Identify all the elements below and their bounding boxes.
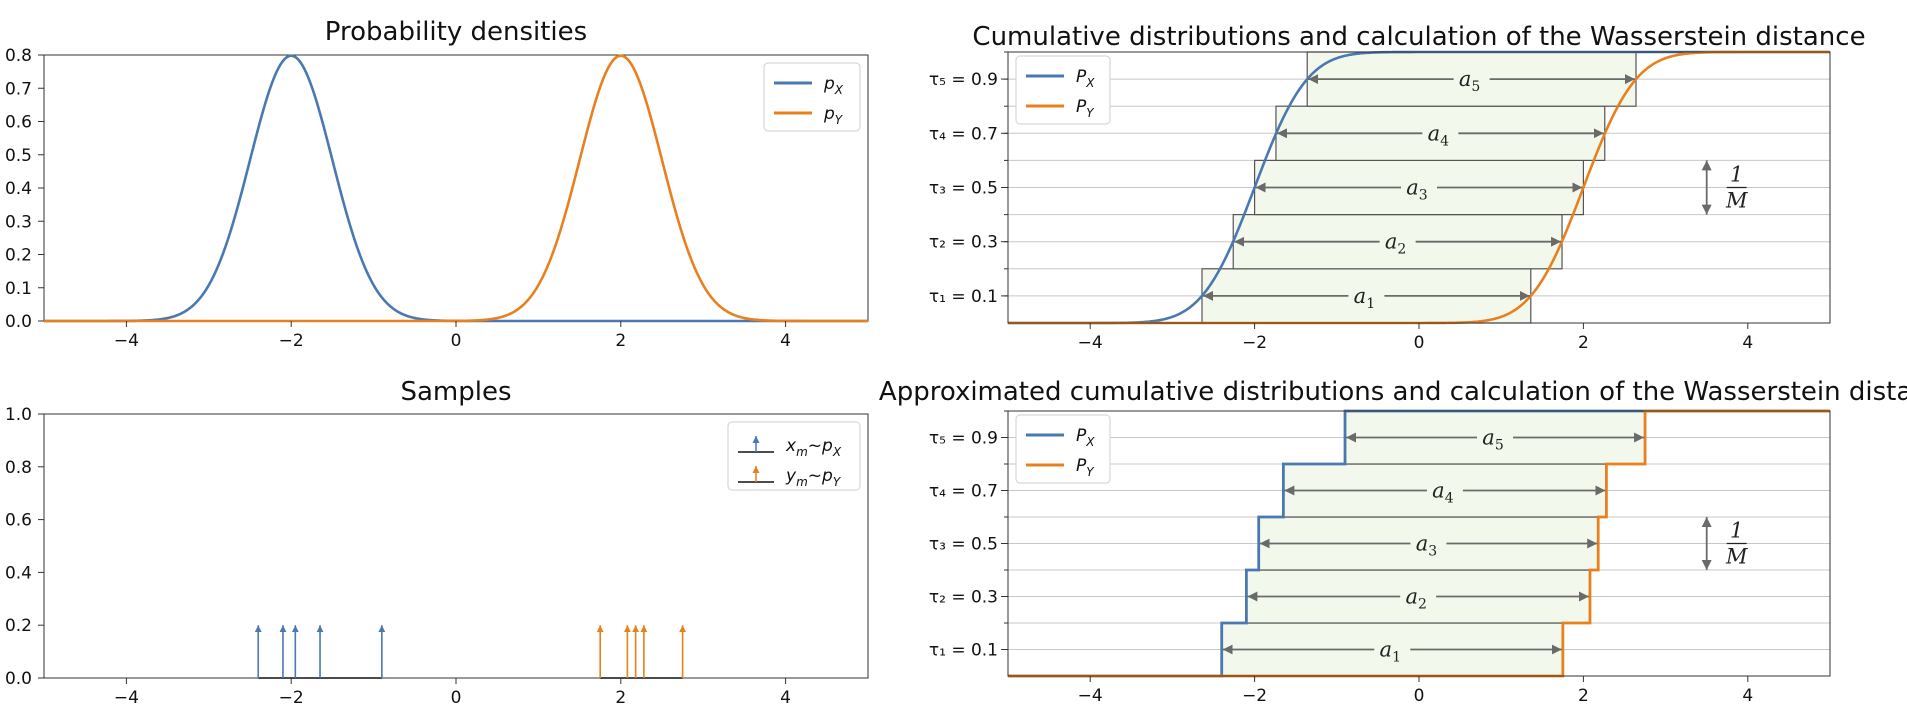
- legend-label: PX: [1076, 426, 1095, 449]
- x-tick-label: 2: [1578, 686, 1589, 705]
- y-tick-label: 0.3: [5, 212, 32, 232]
- distance-label: a1: [1354, 284, 1375, 312]
- label-bg: [1374, 635, 1411, 662]
- chart-approx_cdf: Approximated cumulative distributions an…: [879, 377, 1907, 705]
- x-tick-label: 0: [1414, 333, 1425, 353]
- legend-label: ym~pY: [785, 466, 842, 489]
- series-line-p_X: [44, 54, 868, 323]
- distance-label: a3: [1406, 176, 1427, 204]
- legend-label: PY: [1076, 456, 1095, 479]
- y-tick-label: 0.0: [5, 669, 32, 689]
- x-tick-label: −4: [114, 688, 139, 705]
- label-bg: [1400, 582, 1437, 609]
- legend-label: pY: [823, 104, 844, 127]
- y-tick-label: τ₅ = 0.9: [929, 70, 998, 90]
- y-tick-label: τ₄ = 0.7: [929, 482, 998, 502]
- y-tick-label: 0.2: [5, 616, 32, 636]
- step-label-den: M: [1725, 189, 1748, 213]
- y-tick-label: 0.8: [5, 458, 32, 478]
- legend-label: xm~pX: [785, 436, 842, 459]
- label-bg: [1379, 227, 1416, 254]
- x-tick-label: 0: [1414, 686, 1425, 705]
- distance-label: a5: [1459, 67, 1480, 95]
- x-tick-label: 4: [1742, 333, 1753, 353]
- legend-label: PX: [1076, 67, 1095, 90]
- legend-label: pX: [823, 74, 844, 97]
- x-tick-label: 0: [451, 331, 462, 351]
- chart-cdf: Cumulative distributions and calculation…: [929, 22, 1866, 353]
- y-tick-label: 1.0: [5, 405, 32, 425]
- label-bg: [1477, 423, 1514, 450]
- chart-samples: Samples −4 −2 0 2 4 0.0 0.2 0.4 0.6 0.8 1.0 xm~pX ym~…: [5, 377, 869, 705]
- x-tick-label: 0: [451, 688, 462, 705]
- label-bg: [1348, 281, 1385, 308]
- y-tick-label: 0.2: [5, 246, 32, 266]
- distance-label: a4: [1432, 479, 1454, 507]
- x-tick-label: 2: [1578, 333, 1589, 353]
- legend-box: [1015, 55, 1111, 125]
- label-bg: [1453, 65, 1490, 92]
- x-tick-label: −2: [279, 331, 304, 351]
- step-label-num: 1: [1730, 163, 1743, 187]
- x-tick-label: −4: [1078, 686, 1103, 705]
- label-bg: [1410, 529, 1447, 556]
- y-tick-label: τ₃ = 0.5: [929, 535, 998, 555]
- distance-label: a1: [1380, 638, 1401, 666]
- x-tick-label: −4: [114, 331, 139, 351]
- legend-box: [727, 421, 861, 491]
- y-tick-label: 0.6: [5, 113, 32, 133]
- y-tick-label: τ₁ = 0.1: [929, 641, 998, 661]
- x-tick-label: −2: [1242, 686, 1267, 705]
- y-tick-label: 0.8: [5, 46, 32, 66]
- y-tick-label: 0.4: [5, 179, 32, 199]
- x-tick-label: 4: [780, 688, 791, 705]
- legend-box: [763, 62, 861, 132]
- y-tick-label: τ₅ = 0.9: [929, 429, 998, 449]
- y-tick-label: 0.7: [5, 79, 32, 99]
- legend-box: [1015, 414, 1111, 484]
- x-tick-label: 4: [780, 331, 791, 351]
- x-tick-label: −2: [1242, 333, 1267, 353]
- plot-frame: [43, 54, 869, 322]
- y-tick-label: 0.6: [5, 511, 32, 531]
- chart-title: Samples: [400, 377, 511, 407]
- y-tick-label: τ₃ = 0.5: [929, 179, 998, 199]
- y-tick-label: τ₂ = 0.3: [929, 588, 998, 608]
- label-bg: [1401, 173, 1437, 200]
- y-tick-label: τ₁ = 0.1: [929, 287, 998, 307]
- y-tick-label: 0.4: [5, 563, 32, 583]
- y-tick-label: τ₂ = 0.3: [929, 233, 998, 253]
- series-step-P_Y: [1008, 409, 1830, 678]
- y-tick-label: 0.5: [5, 146, 32, 166]
- x-tick-label: 2: [615, 688, 626, 705]
- y-tick-label: 0.1: [5, 279, 32, 299]
- distance-label: a2: [1385, 230, 1406, 258]
- chart-title: Probability densities: [325, 17, 587, 47]
- label-bg: [1426, 476, 1463, 503]
- x-tick-label: 4: [1742, 686, 1753, 705]
- chart-title: Cumulative distributions and calculation…: [972, 22, 1865, 52]
- distance-label: a4: [1428, 121, 1450, 149]
- distance-label: a3: [1416, 532, 1437, 560]
- distance-label: a2: [1405, 585, 1426, 613]
- y-tick-label: τ₄ = 0.7: [929, 124, 998, 144]
- x-tick-label: −2: [279, 688, 304, 705]
- step-label-den: M: [1725, 545, 1748, 569]
- chart-density: Probability densities −4 −2 0 2 4 0.0 0.1 0.2 0.3…: [5, 17, 869, 351]
- distance-label: a5: [1482, 426, 1503, 454]
- step-label-num: 1: [1730, 519, 1743, 543]
- legend-label: PY: [1076, 97, 1095, 120]
- y-tick-label: 0.0: [5, 312, 32, 332]
- label-bg: [1422, 119, 1459, 146]
- chart-title: Approximated cumulative distributions an…: [879, 377, 1907, 407]
- series-line-p_Y: [44, 54, 868, 323]
- x-tick-label: −4: [1078, 333, 1103, 353]
- series-step-P_X: [1008, 409, 1830, 678]
- x-tick-label: 2: [615, 331, 626, 351]
